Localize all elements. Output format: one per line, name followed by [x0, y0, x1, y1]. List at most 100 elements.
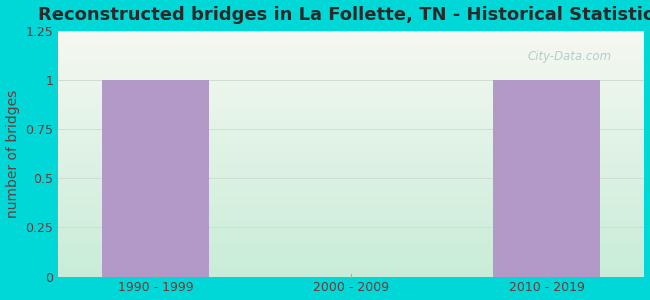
- Bar: [58, 187, 644, 188]
- Bar: [58, 110, 644, 111]
- Bar: [58, 37, 644, 38]
- Bar: [58, 182, 644, 183]
- Bar: [58, 219, 644, 220]
- Bar: [58, 208, 644, 209]
- Bar: [58, 94, 644, 96]
- Bar: [58, 199, 644, 200]
- Bar: [58, 189, 644, 190]
- Bar: [58, 198, 644, 199]
- Bar: [58, 164, 644, 165]
- Bar: [58, 275, 644, 277]
- Bar: [58, 220, 644, 221]
- Bar: [58, 237, 644, 238]
- Bar: [58, 52, 644, 53]
- Bar: [58, 146, 644, 148]
- Bar: [58, 197, 644, 198]
- Bar: [58, 241, 644, 242]
- Bar: [58, 102, 644, 103]
- Bar: [58, 176, 644, 177]
- Bar: [58, 221, 644, 223]
- Bar: [58, 74, 644, 75]
- Bar: [58, 56, 644, 58]
- Bar: [58, 273, 644, 274]
- Bar: [58, 43, 644, 44]
- Bar: [58, 69, 644, 70]
- Bar: [58, 148, 644, 149]
- Bar: [58, 64, 644, 65]
- Bar: [58, 138, 644, 139]
- Bar: [58, 107, 644, 108]
- Bar: [58, 100, 644, 101]
- Bar: [58, 242, 644, 243]
- Bar: [58, 104, 644, 106]
- Bar: [58, 204, 644, 205]
- Bar: [58, 113, 644, 114]
- Bar: [58, 65, 644, 66]
- Bar: [58, 165, 644, 166]
- Bar: [58, 144, 644, 145]
- Bar: [58, 225, 644, 226]
- Bar: [58, 91, 644, 92]
- Bar: [58, 83, 644, 85]
- Bar: [58, 262, 644, 263]
- Bar: [58, 33, 644, 34]
- Bar: [58, 167, 644, 168]
- Bar: [58, 235, 644, 236]
- Bar: [58, 243, 644, 244]
- Bar: [58, 86, 644, 87]
- Bar: [58, 267, 644, 268]
- Bar: [58, 123, 644, 124]
- Bar: [58, 213, 644, 214]
- Bar: [58, 88, 644, 90]
- Bar: [58, 192, 644, 193]
- Bar: [58, 194, 644, 195]
- Bar: [58, 49, 644, 50]
- Bar: [58, 152, 644, 154]
- Bar: [58, 61, 644, 63]
- Bar: [58, 160, 644, 161]
- Bar: [58, 256, 644, 257]
- Bar: [58, 230, 644, 231]
- Bar: [58, 134, 644, 135]
- Bar: [58, 97, 644, 98]
- Bar: [58, 183, 644, 184]
- Bar: [58, 63, 644, 64]
- Bar: [58, 87, 644, 88]
- Bar: [58, 76, 644, 77]
- Bar: [58, 47, 644, 48]
- Bar: [58, 172, 644, 173]
- Bar: [58, 131, 644, 133]
- Bar: [58, 136, 644, 138]
- Bar: [58, 173, 644, 175]
- Bar: [58, 226, 644, 227]
- Bar: [58, 34, 644, 36]
- Bar: [58, 114, 644, 116]
- Bar: [58, 90, 644, 91]
- Bar: [58, 141, 644, 142]
- Bar: [58, 270, 644, 272]
- Bar: [58, 155, 644, 156]
- Bar: [58, 36, 644, 37]
- Bar: [58, 73, 644, 74]
- Bar: [58, 158, 644, 160]
- Bar: [58, 142, 644, 144]
- Bar: [58, 54, 644, 55]
- Bar: [58, 272, 644, 273]
- Bar: [58, 112, 644, 113]
- Bar: [58, 55, 644, 56]
- Bar: [58, 223, 644, 224]
- Bar: [58, 98, 644, 100]
- Bar: [58, 120, 644, 122]
- Bar: [58, 168, 644, 169]
- Y-axis label: number of bridges: number of bridges: [6, 89, 20, 218]
- Bar: [58, 119, 644, 120]
- Bar: [58, 103, 644, 104]
- Bar: [58, 117, 644, 118]
- Bar: [58, 229, 644, 230]
- Bar: [58, 218, 644, 219]
- Bar: [58, 50, 644, 52]
- Bar: [58, 31, 644, 32]
- Bar: [58, 81, 644, 82]
- Bar: [58, 66, 644, 68]
- Text: City-Data.com: City-Data.com: [527, 50, 611, 63]
